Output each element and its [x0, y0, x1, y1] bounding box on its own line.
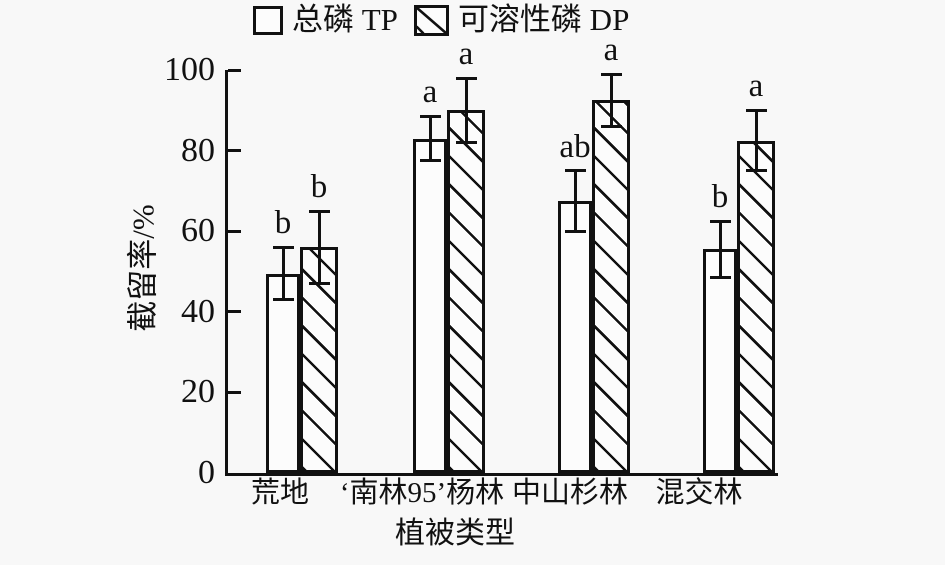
- y-tick-label: 40: [181, 292, 215, 330]
- error-bar-bottom-cap: [308, 282, 330, 286]
- error-bar: [718, 221, 722, 278]
- significance-letter: b: [310, 169, 328, 206]
- y-tick-mark: [228, 229, 241, 233]
- x-tick-label: ‘南林95’杨林: [339, 477, 505, 509]
- significance-letter: b: [274, 205, 292, 242]
- significance-letter: b: [711, 179, 729, 216]
- error-bar-top-cap: [564, 169, 586, 173]
- y-tick-mark: [228, 68, 241, 72]
- error-bar-top-cap: [455, 76, 477, 80]
- significance-letter: ab: [559, 128, 591, 165]
- tp-bar-group4: [703, 249, 737, 473]
- error-bar-bottom-cap: [745, 169, 767, 173]
- dp-bar-group4: [737, 140, 775, 473]
- error-bar-bottom-cap: [600, 124, 622, 128]
- error-bar: [573, 170, 577, 232]
- error-bar-top-cap: [709, 219, 731, 223]
- legend-item-dp: 可溶性磷 DP: [413, 2, 630, 37]
- x-tick-label: 荒地: [250, 477, 309, 509]
- y-tick-mark: [228, 390, 241, 394]
- error-bar: [281, 247, 285, 300]
- y-tick-mark: [228, 149, 241, 153]
- plot-area: b a ab b b a a a: [225, 34, 778, 476]
- x-tick-label: 中山杉林: [511, 477, 628, 509]
- y-tick-label: 0: [198, 454, 215, 491]
- legend-label-tp: 总磷 TP: [292, 2, 398, 37]
- error-bar-top-cap: [419, 114, 441, 118]
- error-bar-bottom-cap: [419, 159, 441, 163]
- error-bar-top-cap: [745, 108, 767, 112]
- x-axis-title: 植被类型: [395, 517, 515, 550]
- tp-bar-group2: [413, 138, 447, 473]
- error-bar-bottom-cap: [272, 298, 294, 302]
- error-bar: [317, 211, 321, 284]
- y-tick-mark: [228, 310, 241, 314]
- dp-bar-group2: [447, 110, 485, 473]
- error-bar-top-cap: [272, 245, 294, 249]
- error-bar-top-cap: [600, 72, 622, 76]
- y-tick-label: 20: [181, 373, 215, 411]
- significance-letter: a: [603, 32, 619, 69]
- tp-bar-group3: [558, 200, 592, 473]
- error-bar-bottom-cap: [709, 276, 731, 280]
- error-bar: [609, 74, 613, 127]
- dp-bar-group3: [592, 100, 630, 473]
- x-tick-label: 混交林: [655, 477, 743, 509]
- error-bar-bottom-cap: [455, 141, 477, 145]
- significance-letter: a: [748, 68, 764, 105]
- tp-bar-group1: [266, 273, 300, 473]
- error-bar-bottom-cap: [564, 229, 586, 233]
- y-tick-label: 80: [181, 131, 215, 169]
- open-bar-swatch-icon: [253, 5, 283, 35]
- legend-label-dp: 可溶性磷 DP: [457, 2, 630, 37]
- error-bar-top-cap: [308, 209, 330, 213]
- legend: 总磷 TP 可溶性磷 DP: [253, 2, 630, 37]
- y-tick-label: 100: [164, 51, 215, 88]
- error-bar: [428, 116, 432, 161]
- error-bar: [754, 110, 758, 171]
- legend-item-tp: 总磷 TP: [253, 2, 398, 37]
- error-bar: [464, 78, 468, 143]
- significance-letter: a: [422, 74, 438, 111]
- significance-letter: a: [458, 36, 474, 73]
- hatched-bar-swatch-icon: [413, 4, 449, 36]
- y-tick-label: 60: [181, 212, 215, 250]
